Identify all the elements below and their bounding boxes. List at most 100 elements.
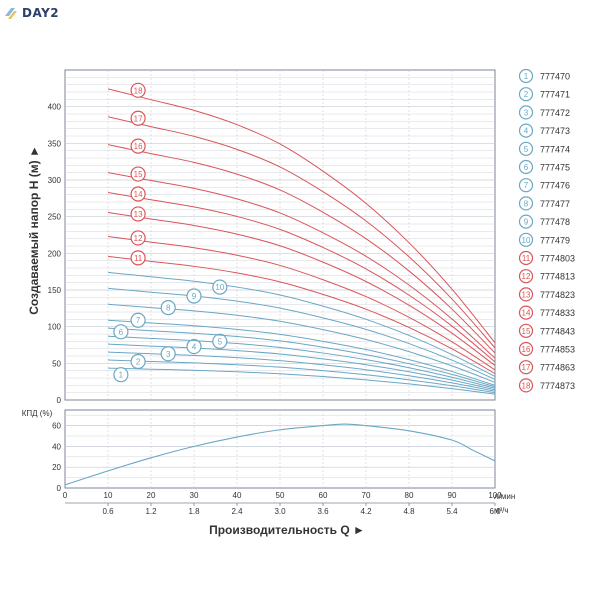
legend-label: 777476 bbox=[540, 181, 570, 191]
legend-entry-3: 3 777472 bbox=[518, 105, 570, 120]
x-tick-label-m3h: 3.6 bbox=[317, 507, 329, 516]
head-curve-14 bbox=[107, 192, 496, 363]
badge-circle bbox=[130, 82, 146, 98]
legend-badge bbox=[518, 287, 534, 302]
head-curve-badge-13: 13 bbox=[130, 206, 146, 222]
legend-entry-2: 2 777471 bbox=[518, 87, 570, 102]
badge-number: 9 bbox=[192, 292, 197, 301]
head-curve-badge-17: 17 bbox=[130, 110, 146, 126]
legend-entry-14: 14 7774833 bbox=[518, 305, 575, 320]
x-tick-label-lpm: 0 bbox=[63, 491, 68, 500]
legend-badge bbox=[518, 196, 534, 211]
legend-badge bbox=[518, 232, 534, 247]
x-axis-label: Производительность Q ► bbox=[209, 523, 365, 537]
legend-badge bbox=[518, 159, 534, 175]
badge-circle bbox=[130, 166, 146, 182]
head-curve-badge-15: 15 bbox=[130, 166, 146, 182]
x-tick-label-m3h: 4.2 bbox=[360, 507, 372, 516]
badge-number: 11 bbox=[134, 254, 143, 263]
head-curve-badge-8: 8 bbox=[160, 300, 176, 316]
legend-number: 8 bbox=[524, 199, 529, 208]
brand-name: DAY2 bbox=[22, 6, 60, 20]
legend-label: 777479 bbox=[540, 235, 570, 245]
x-tick-label-lpm: 80 bbox=[405, 491, 414, 500]
legend-badge bbox=[518, 105, 534, 120]
legend-number: 4 bbox=[524, 127, 529, 136]
head-y-tick-label: 100 bbox=[48, 323, 62, 332]
head-curve-2 bbox=[107, 359, 496, 394]
x-tick-label-m3h: 5.4 bbox=[446, 507, 458, 516]
legend-label: 7774843 bbox=[540, 326, 575, 336]
x-tick-label-lpm: 10 bbox=[104, 491, 113, 500]
badge-circle bbox=[113, 324, 129, 340]
legend-badge bbox=[518, 68, 534, 84]
head-curve-badge-5: 5 bbox=[212, 333, 228, 349]
legend-label: 7774853 bbox=[540, 345, 575, 355]
badge-number: 2 bbox=[136, 358, 141, 367]
badge-number: 8 bbox=[166, 304, 171, 313]
legend-entry-9: 9 777478 bbox=[518, 214, 570, 229]
head-curve-1 bbox=[107, 367, 496, 395]
legend-entry-18: 18 7774873 bbox=[518, 378, 575, 393]
legend-label: 777475 bbox=[540, 163, 570, 173]
x-tick-label-lpm: 20 bbox=[147, 491, 156, 500]
legend-entry-6: 6 777475 bbox=[518, 159, 570, 175]
legend-badge bbox=[518, 141, 534, 156]
x-tick-label-lpm: 70 bbox=[362, 491, 371, 500]
legend-entry-8: 8 777477 bbox=[518, 196, 570, 211]
head-curve-18 bbox=[107, 88, 496, 344]
legend-badge bbox=[518, 123, 534, 138]
head-curve-9 bbox=[107, 287, 496, 380]
x-tick-label-m3h: 6.0 bbox=[489, 507, 501, 516]
legend-number: 1 bbox=[524, 72, 529, 81]
head-curve-badge-16: 16 bbox=[130, 138, 146, 154]
head-curve-badge-6: 6 bbox=[113, 324, 129, 340]
legend-number: 18 bbox=[522, 381, 531, 390]
legend-number: 14 bbox=[522, 309, 531, 318]
badge-circle bbox=[130, 110, 146, 126]
badge-number: 14 bbox=[134, 190, 143, 199]
badge-circle bbox=[130, 353, 146, 370]
head-axis-label: Создаваемый напор H (м) ► bbox=[27, 145, 41, 315]
x-tick-label-lpm: 40 bbox=[233, 491, 242, 500]
efficiency-plot-frame bbox=[64, 409, 496, 489]
x-unit-bottom: м³/ч bbox=[494, 506, 509, 515]
legend-label: 777473 bbox=[540, 126, 570, 136]
legend-entry-11: 11 7774803 bbox=[518, 250, 575, 266]
badge-circle bbox=[130, 230, 146, 246]
badge-circle bbox=[212, 333, 228, 349]
badge-number: 12 bbox=[134, 234, 143, 243]
legend-badge bbox=[518, 341, 534, 357]
x-tick-label-m3h: 1.8 bbox=[188, 507, 200, 516]
head-y-tick-label: 0 bbox=[57, 396, 62, 405]
efficiency-y-tick-label: 40 bbox=[52, 442, 61, 451]
legend-badge bbox=[518, 360, 534, 375]
head-curve-11 bbox=[107, 255, 496, 375]
badge-circle bbox=[130, 138, 146, 154]
legend-label: 7774873 bbox=[540, 381, 575, 391]
legend-number: 9 bbox=[524, 218, 529, 227]
legend-label: 777470 bbox=[540, 72, 570, 82]
head-curve-5 bbox=[107, 335, 496, 389]
head-y-tick-label: 350 bbox=[48, 139, 62, 148]
efficiency-curve bbox=[64, 423, 496, 486]
legend-entry-15: 15 7774843 bbox=[518, 323, 575, 338]
badge-circle bbox=[212, 279, 228, 295]
legend-label: 777472 bbox=[540, 108, 570, 118]
head-curve-13 bbox=[107, 211, 496, 366]
legend-entry-7: 7 777476 bbox=[518, 178, 570, 193]
legend-label: 777474 bbox=[540, 144, 570, 154]
legend-label: 777477 bbox=[540, 199, 570, 209]
efficiency-y-tick-label: 0 bbox=[57, 484, 62, 493]
head-curve-17 bbox=[107, 116, 496, 349]
head-curve-6 bbox=[107, 327, 496, 388]
head-curve-badge-12: 12 bbox=[130, 230, 146, 246]
legend-label: 7774803 bbox=[540, 254, 575, 264]
legend-number: 13 bbox=[522, 290, 531, 299]
badge-number: 16 bbox=[134, 142, 143, 151]
x-tick-label-lpm: 60 bbox=[319, 491, 328, 500]
x-tick-label-m3h: 4.8 bbox=[403, 507, 415, 516]
legend-badge bbox=[518, 378, 534, 393]
legend-label: 7774833 bbox=[540, 308, 575, 318]
